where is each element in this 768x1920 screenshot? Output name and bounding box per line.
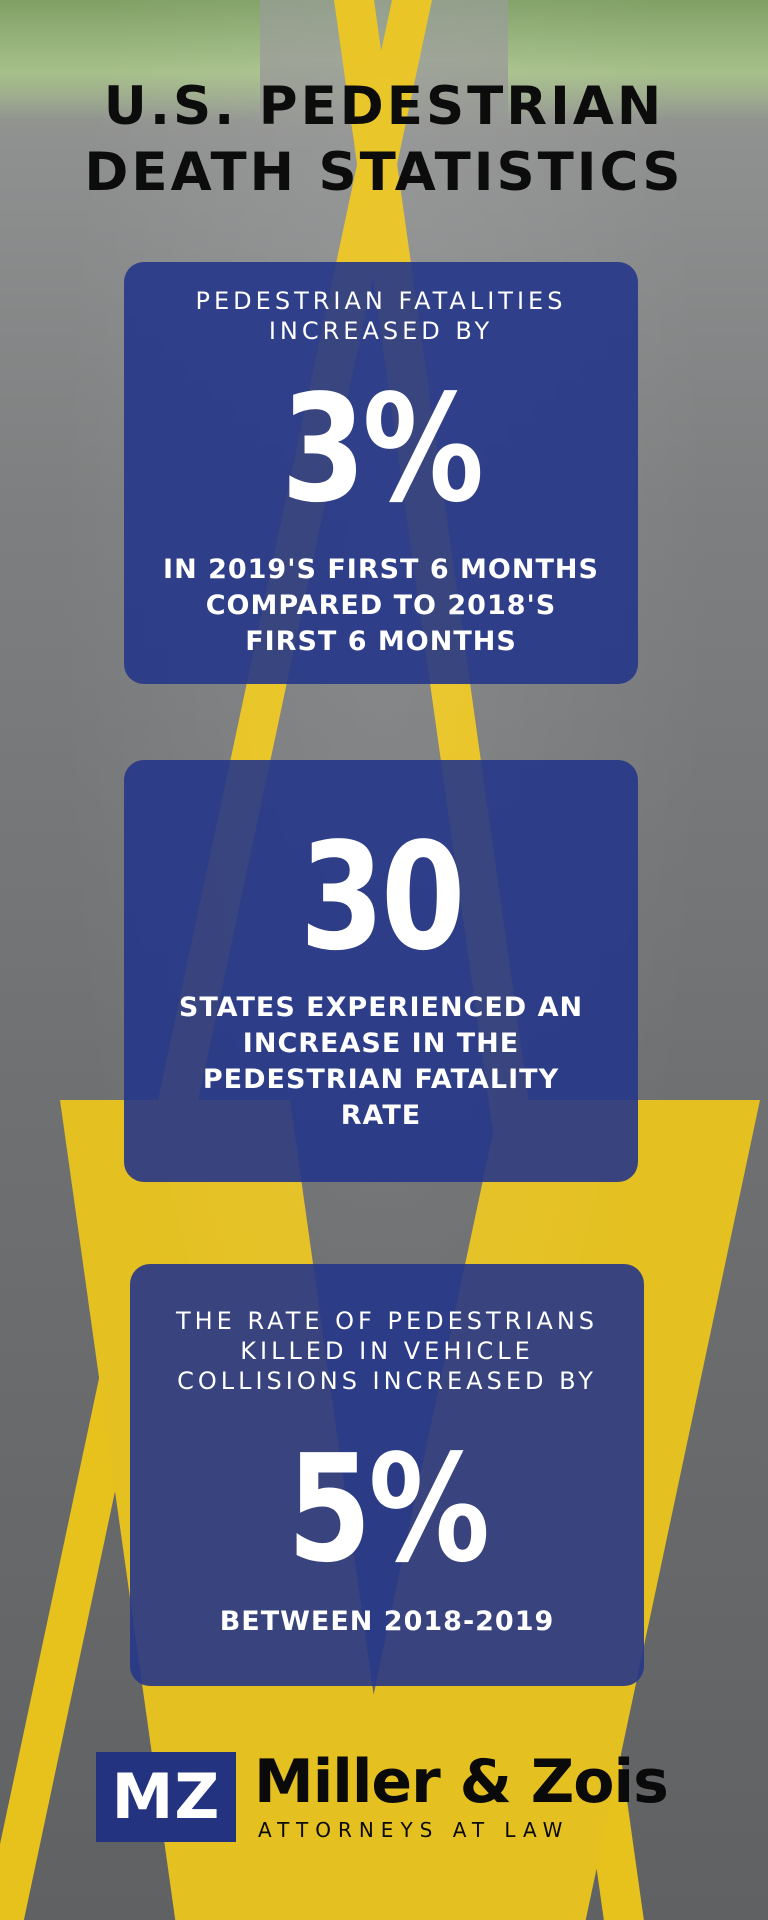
logo-brand-name: Miller & Zois bbox=[254, 1747, 669, 1817]
stat-card-states: 30 STATES EXPERIENCED AN INCREASE IN THE… bbox=[124, 760, 638, 1182]
page-title: U.S. PEDESTRIAN DEATH STATISTICS bbox=[84, 76, 684, 203]
stat-card-value: 30 bbox=[299, 811, 466, 983]
grass-left bbox=[0, 0, 260, 120]
stat-card-description: BETWEEN 2018-2019 bbox=[219, 1606, 555, 1637]
stat-card-rate-increase: THE RATE OF PEDESTRIANS KILLED IN VEHICL… bbox=[130, 1264, 644, 1686]
stat-card-kicker: PEDESTRIAN FATALITIES INCREASED BY bbox=[195, 287, 567, 345]
logo-mark: MZ bbox=[96, 1752, 236, 1842]
stat-card-kicker: THE RATE OF PEDESTRIANS KILLED IN VEHICL… bbox=[175, 1307, 599, 1395]
stat-card-value: 5% bbox=[287, 1423, 490, 1595]
stat-card-description: STATES EXPERIENCED AN INCREASE IN THE PE… bbox=[178, 992, 584, 1131]
firm-logo: MZ Miller & Zois ATTORNEYS AT LAW bbox=[96, 1747, 676, 1844]
stat-card-description: IN 2019'S FIRST 6 MONTHS COMPARED TO 201… bbox=[163, 554, 599, 657]
grass-right bbox=[508, 0, 768, 120]
stat-card-fatalities-increase: PEDESTRIAN FATALITIES INCREASED BY 3% IN… bbox=[124, 262, 638, 684]
stat-card-value: 3% bbox=[281, 363, 484, 535]
logo-tagline: ATTORNEYS AT LAW bbox=[258, 1818, 570, 1842]
